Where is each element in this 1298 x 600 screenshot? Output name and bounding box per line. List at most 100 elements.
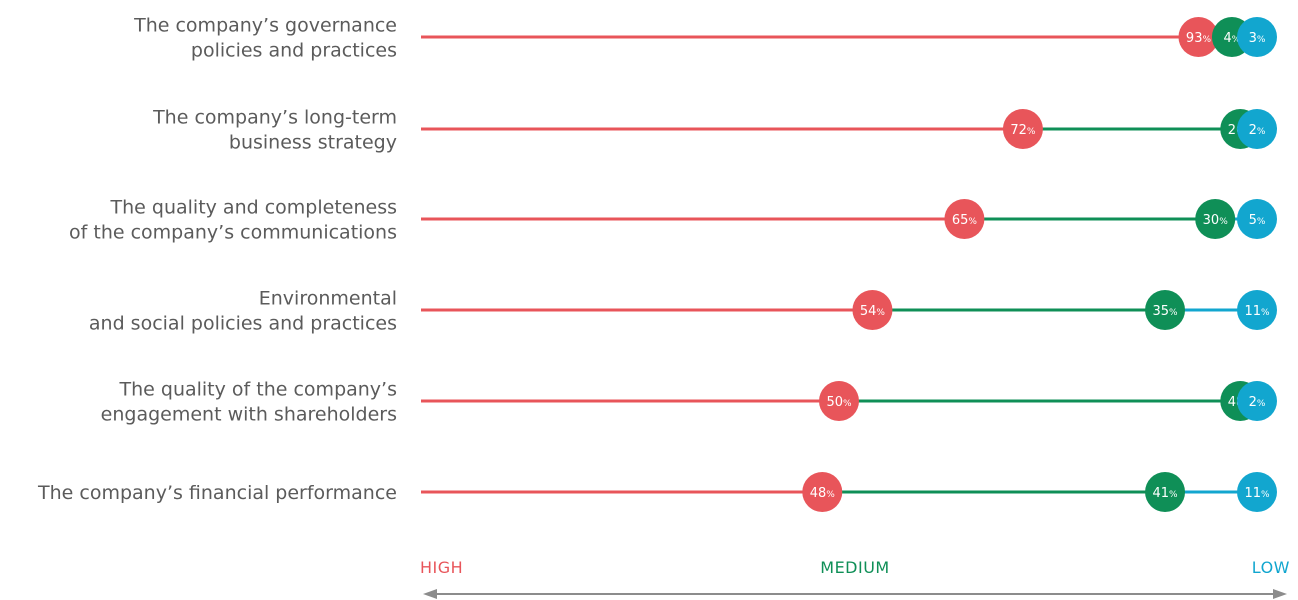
- value-number: 65: [952, 213, 969, 228]
- point-low-label: 2%: [1249, 395, 1266, 410]
- point-low-label: 5%: [1249, 213, 1266, 228]
- scale-arrow-head-left: [423, 589, 437, 599]
- point-medium: 41%: [1145, 472, 1186, 512]
- point-low-marker: [1237, 109, 1277, 149]
- point-high-marker: [802, 472, 843, 512]
- point-high: 50%: [819, 381, 859, 421]
- point-low: 5%: [1237, 199, 1277, 239]
- value-number: 54: [860, 304, 877, 319]
- point-medium: 30%: [1195, 199, 1236, 239]
- point-high-marker: [1002, 109, 1043, 149]
- value-percent-sign: %: [1257, 399, 1266, 409]
- value-percent-sign: %: [1257, 35, 1266, 45]
- point-medium-label: 35%: [1152, 304, 1178, 319]
- value-percent-sign: %: [843, 399, 852, 409]
- point-low: 2%: [1237, 381, 1277, 421]
- point-low: 11%: [1237, 290, 1277, 330]
- point-high-label: 93%: [1186, 31, 1212, 46]
- point-low-marker: [1237, 472, 1277, 512]
- point-medium-marker: [1195, 199, 1236, 239]
- point-high-label: 54%: [860, 304, 886, 319]
- value-number: 35: [1152, 304, 1169, 319]
- point-low-marker: [1237, 199, 1277, 239]
- point-high-label: 50%: [826, 395, 852, 410]
- row-1: The company’s governance policies and pra…: [133, 15, 1277, 62]
- row-label-line: The quality and completeness: [110, 197, 397, 219]
- point-high: 72%: [1002, 109, 1043, 149]
- row-label-line: The company’s financial performance: [37, 482, 397, 504]
- value-number: 11: [1244, 304, 1261, 319]
- value-percent-sign: %: [1257, 217, 1266, 227]
- row-label-line: policies and practices: [191, 40, 397, 62]
- scale-arrow-head-right: [1273, 589, 1287, 599]
- row-label-line: engagement with shareholders: [101, 404, 397, 426]
- value-number: 50: [826, 395, 843, 410]
- value-percent-sign: %: [1257, 127, 1266, 137]
- scale-footer: HIGH MEDIUM LOW: [420, 558, 1290, 599]
- value-percent-sign: %: [1261, 490, 1270, 500]
- value-number: 5: [1249, 213, 1257, 228]
- row-2: The company’s long-term business strategy…: [152, 107, 1277, 154]
- row-label-line: of the company’s communications: [69, 222, 397, 244]
- point-high: 48%: [802, 472, 843, 512]
- point-low-label: 2%: [1249, 123, 1266, 138]
- value-percent-sign: %: [826, 490, 835, 500]
- value-number: 41: [1152, 486, 1169, 501]
- row-6: The company’s financial performance 48% 41…: [37, 472, 1277, 512]
- row-label-line: business strategy: [229, 132, 397, 154]
- chart-rows: The company’s governance policies and pra…: [37, 15, 1277, 512]
- value-number: 93: [1186, 31, 1203, 46]
- point-high-marker: [1178, 17, 1219, 57]
- point-high-marker: [944, 199, 985, 239]
- point-low-marker: [1237, 17, 1277, 57]
- point-high: 65%: [944, 199, 985, 239]
- value-percent-sign: %: [1219, 217, 1228, 227]
- value-percent-sign: %: [968, 217, 977, 227]
- point-medium: 35%: [1145, 290, 1186, 330]
- value-percent-sign: %: [1261, 308, 1270, 318]
- row-label-line: Environmental: [259, 288, 397, 310]
- scale-label-high: HIGH: [420, 558, 463, 577]
- point-medium-label: 4%: [1223, 31, 1240, 46]
- value-number: 3: [1249, 31, 1257, 46]
- point-high-marker: [819, 381, 859, 421]
- value-number: 4: [1223, 31, 1231, 46]
- value-percent-sign: %: [876, 308, 885, 318]
- point-high-label: 72%: [1010, 123, 1036, 138]
- row-label: The quality and completeness of the compa…: [69, 197, 397, 244]
- value-percent-sign: %: [1169, 308, 1178, 318]
- row-label: The company’s long-term business strategy: [152, 107, 397, 154]
- point-low: 2%: [1237, 109, 1277, 149]
- scale-label-low: LOW: [1252, 558, 1290, 577]
- value-number: 72: [1010, 123, 1027, 138]
- row-5: The quality of the company’s engagement w…: [101, 379, 1277, 426]
- row-label-line: The company’s long-term: [152, 107, 397, 129]
- row-label: The quality of the company’s engagement w…: [101, 379, 397, 426]
- point-low-marker: [1237, 290, 1277, 330]
- scale-label-medium: MEDIUM: [820, 558, 889, 577]
- value-number: 11: [1244, 486, 1261, 501]
- row-label: The company’s governance policies and pra…: [133, 15, 397, 62]
- value-percent-sign: %: [1202, 35, 1211, 45]
- point-high-label: 48%: [810, 486, 836, 501]
- point-high: 54%: [852, 290, 893, 330]
- value-number: 48: [810, 486, 827, 501]
- row-label: Environmental and social policies and pra…: [89, 288, 397, 335]
- point-low-marker: [1237, 381, 1277, 421]
- value-number: 2: [1249, 395, 1257, 410]
- value-percent-sign: %: [1169, 490, 1178, 500]
- point-low-label: 11%: [1244, 486, 1270, 501]
- point-low: 11%: [1237, 472, 1277, 512]
- row-label: The company’s financial performance: [37, 482, 397, 504]
- point-high-label: 65%: [952, 213, 978, 228]
- point-medium-label: 30%: [1203, 213, 1229, 228]
- point-medium-marker: [1145, 290, 1186, 330]
- point-low: 3%: [1237, 17, 1277, 57]
- value-percent-sign: %: [1232, 35, 1241, 45]
- point-high: 93%: [1178, 17, 1219, 57]
- point-low-label: 3%: [1249, 31, 1266, 46]
- point-low-label: 11%: [1244, 304, 1270, 319]
- point-medium-label: 41%: [1152, 486, 1178, 501]
- value-percent-sign: %: [1027, 127, 1036, 137]
